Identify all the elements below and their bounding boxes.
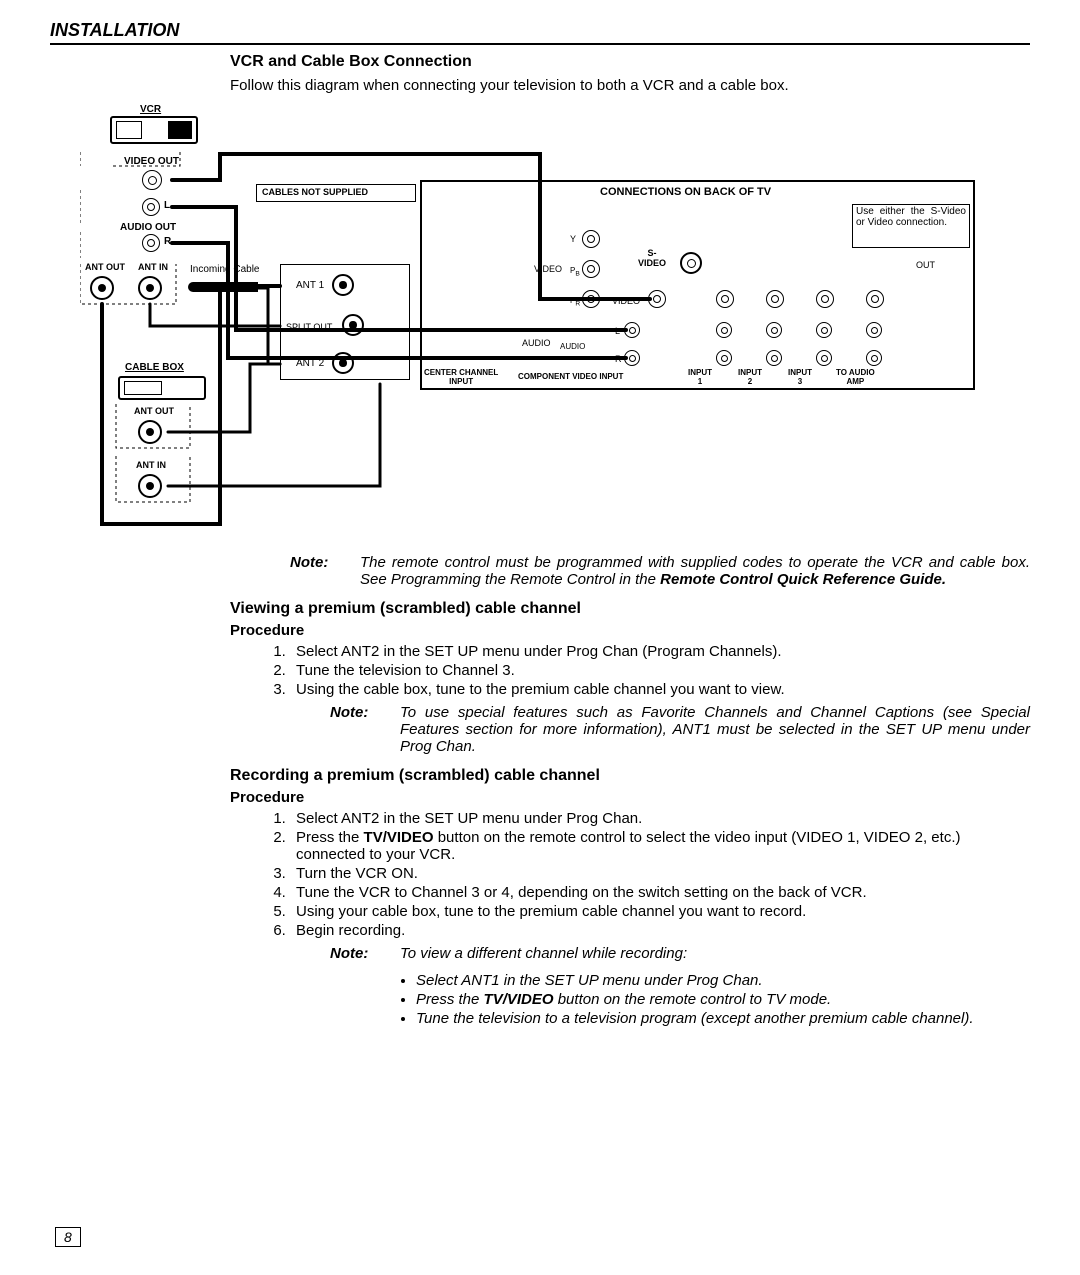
procedure-label: Procedure <box>230 622 1030 639</box>
proc-item: Select ANT2 in the SET UP menu under Pro… <box>290 643 1030 660</box>
page-number: 8 <box>55 1227 81 1247</box>
note-3: Note: To view a different channel while … <box>330 945 1030 962</box>
proc-item: Select ANT2 in the SET UP menu under Pro… <box>290 810 1030 827</box>
bullet-item: Select ANT1 in the SET UP menu under Pro… <box>416 972 1030 989</box>
proc-item: Turn the VCR ON. <box>290 865 1030 882</box>
section-header: INSTALLATION <box>50 20 1030 45</box>
proc-item: Press the TV/VIDEO button on the remote … <box>290 829 1030 863</box>
proc-item: Using the cable box, tune to the premium… <box>290 681 1030 698</box>
procedure-label: Procedure <box>230 789 1030 806</box>
section-recording-title: Recording a premium (scrambled) cable ch… <box>230 767 1030 785</box>
proc-item: Tune the VCR to Channel 3 or 4, dependin… <box>290 884 1030 901</box>
note-2: Note: To use special features such as Fa… <box>330 704 1030 755</box>
note-text: The remote control must be programmed wi… <box>360 554 1030 588</box>
bullet-item: Press the TV/VIDEO button on the remote … <box>416 991 1030 1008</box>
procedure-list-2: Select ANT2 in the SET UP menu under Pro… <box>290 810 1030 939</box>
wiring-svg <box>80 104 980 534</box>
bullet-item: Tune the television to a television prog… <box>416 1010 1030 1027</box>
note-bullets: Select ANT1 in the SET UP menu under Pro… <box>416 972 1030 1027</box>
connection-diagram: VCR VIDEO OUT AUDIO OUT L R ANT OUT ANT … <box>80 104 980 534</box>
procedure-list-1: Select ANT2 in the SET UP menu under Pro… <box>290 643 1030 698</box>
proc-item: Using your cable box, tune to the premiu… <box>290 903 1030 920</box>
proc-item: Tune the television to Channel 3. <box>290 662 1030 679</box>
note-label: Note: <box>290 554 360 588</box>
intro-text: Follow this diagram when connecting your… <box>230 77 1030 94</box>
proc-item: Begin recording. <box>290 922 1030 939</box>
page-title: VCR and Cable Box Connection <box>230 53 1030 71</box>
note-1: Note: The remote control must be program… <box>290 554 1030 588</box>
section-viewing-title: Viewing a premium (scrambled) cable chan… <box>230 600 1030 618</box>
